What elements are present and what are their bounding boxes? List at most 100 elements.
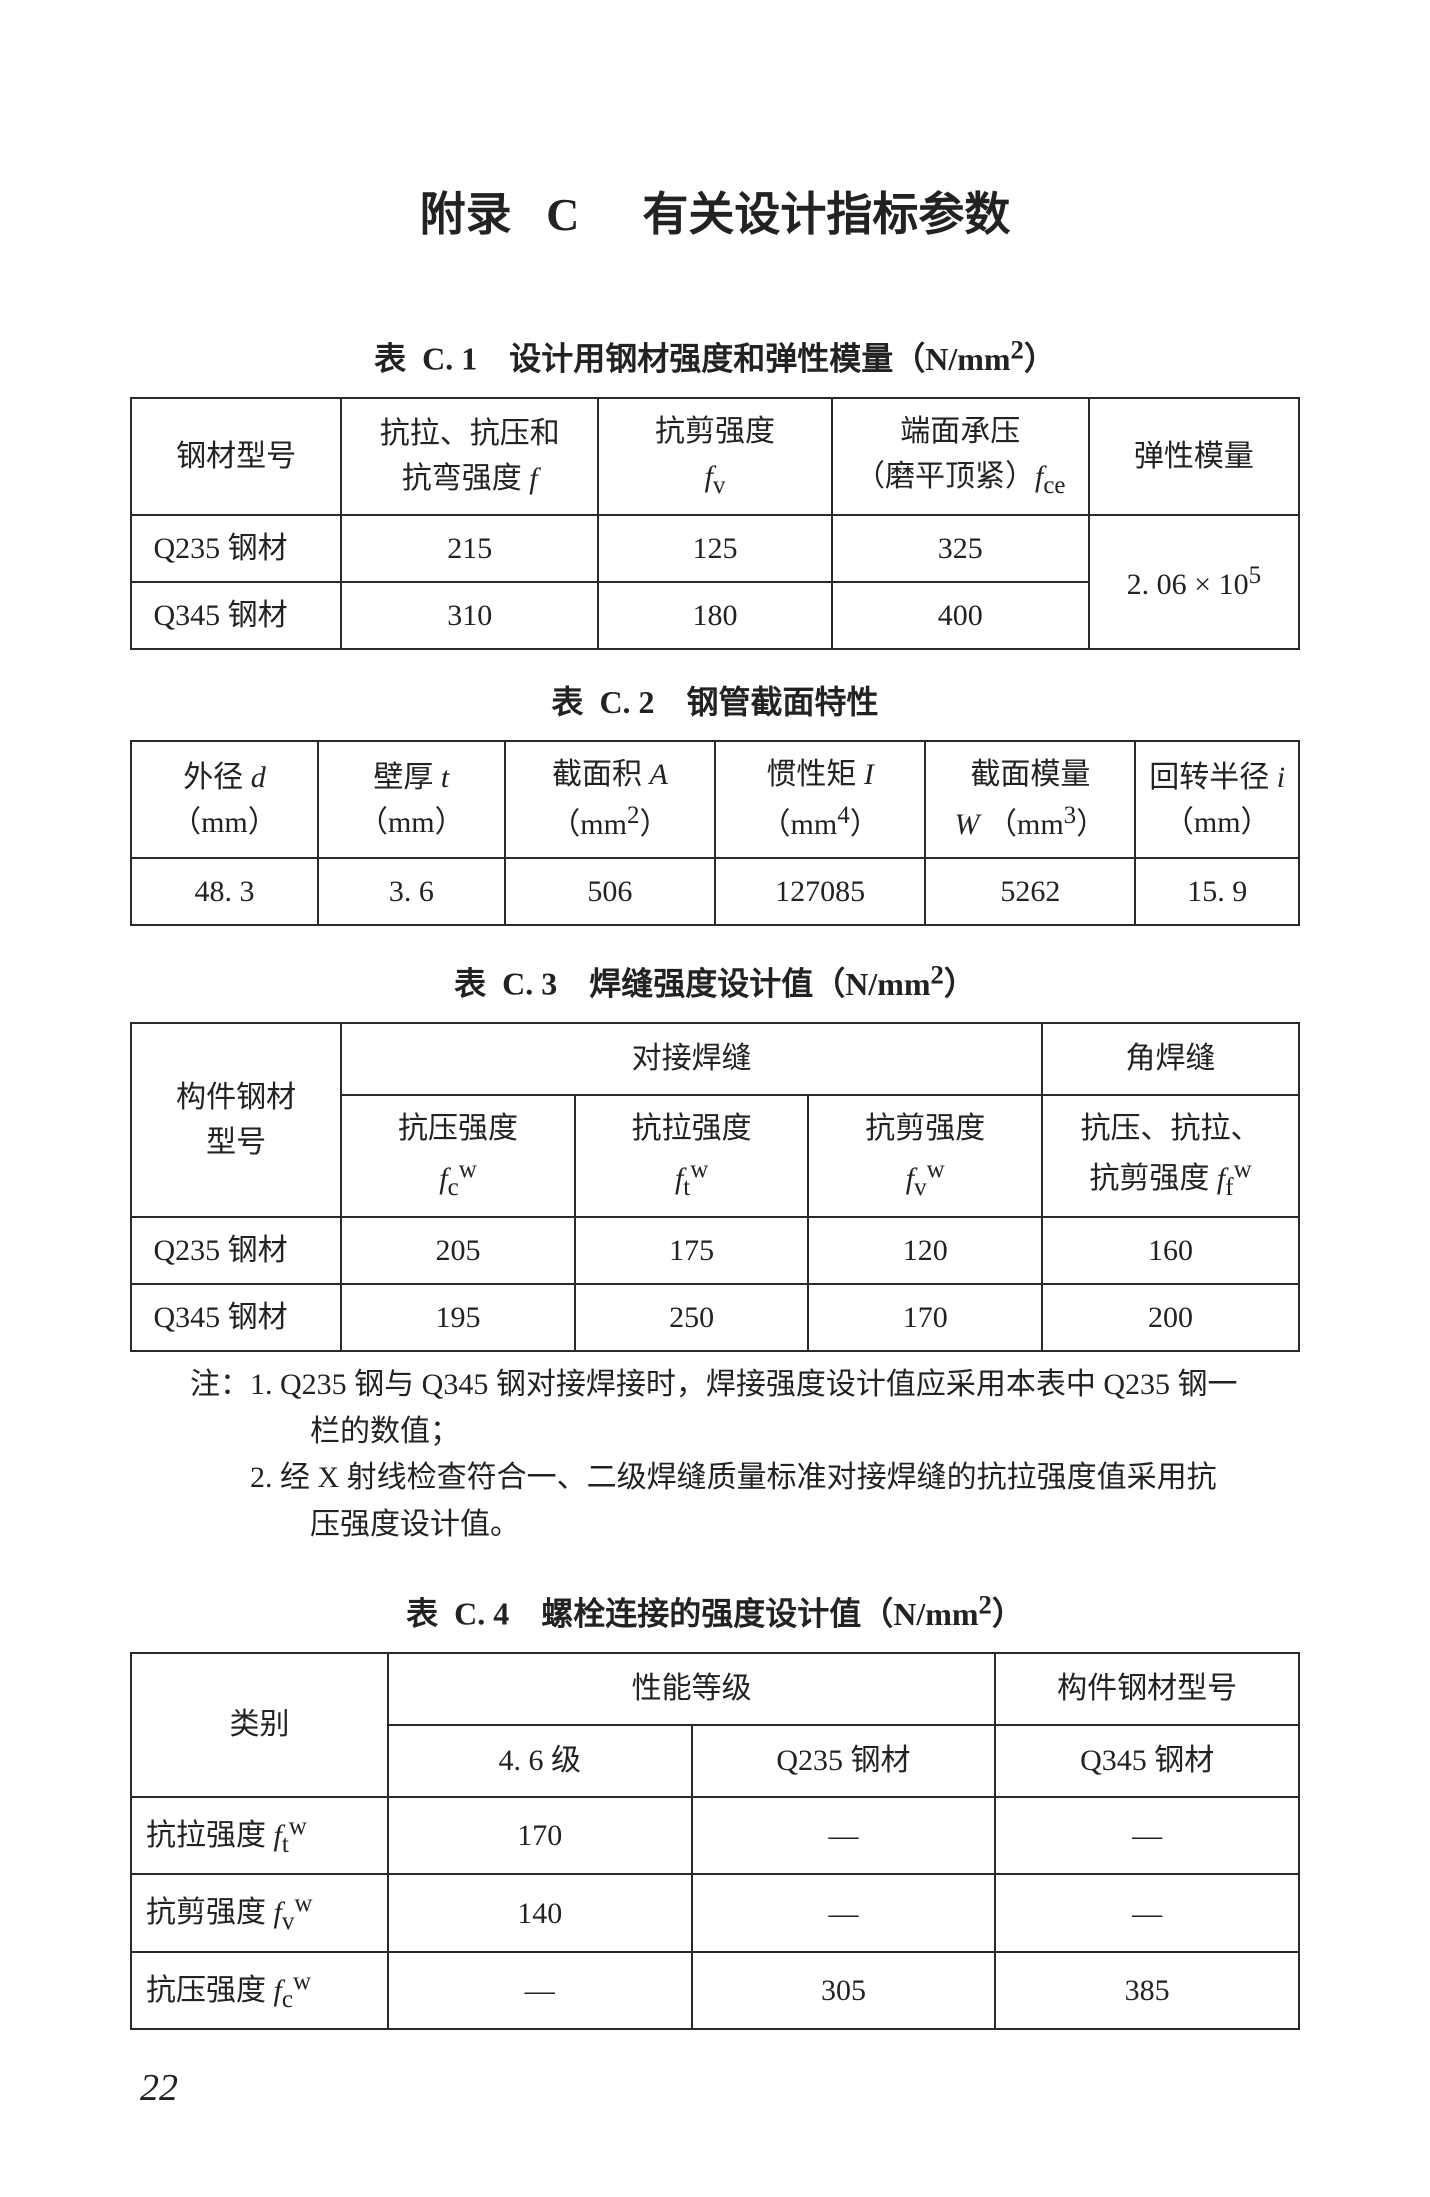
caption-close: ）	[1024, 341, 1056, 377]
table-c3-notes: 注：1. Q235 钢与 Q345 钢对接焊接时，焊接强度设计值应采用本表中 Q…	[190, 1362, 1300, 1548]
table-c3-row-1: Q345 钢材 195 250 170 200	[131, 1284, 1299, 1351]
caption-close: ）	[992, 1596, 1024, 1632]
c4r1v3: —	[995, 1874, 1299, 1952]
c2r0I: 127085	[715, 858, 925, 925]
c1h3: 抗剪强度 fv	[598, 398, 832, 516]
c4r1label: 抗剪强度 fvw	[131, 1874, 388, 1952]
table-c2-row-0: 48. 3 3. 6 506 127085 5262 15. 9	[131, 858, 1299, 925]
caption-unit: N/mm2	[845, 966, 944, 1002]
table-c4-row-0: 抗拉强度 ftw 170 — —	[131, 1797, 1299, 1875]
c2h1: 外径 d （mm）	[131, 741, 318, 858]
table-c2-header-row: 外径 d （mm） 壁厚 t （mm） 截面积 A （mm2） 惯性矩 I （m…	[131, 741, 1299, 858]
table-c3-caption: 表 C. 3 焊缝强度设计值（N/mm2）	[130, 954, 1300, 1008]
caption-title: 焊缝强度设计值（	[589, 966, 845, 1002]
c3r1v2: 250	[575, 1284, 809, 1351]
table-c4-caption: 表 C. 4 螺栓连接的强度设计值（N/mm2）	[130, 1584, 1300, 1638]
c1h2: 抗拉、抗压和 抗弯强度 f	[341, 398, 598, 516]
c4r2v2: 305	[692, 1952, 996, 2030]
c3r1v4: 200	[1042, 1284, 1299, 1351]
title-pre: 附录	[420, 189, 512, 240]
page-title: 附录 C 有关设计指标参数	[130, 180, 1300, 249]
c4r0v2: —	[692, 1797, 996, 1875]
c1r1v2: 310	[341, 582, 598, 649]
c3h-g1c3: 抗剪强度 fvw	[808, 1095, 1042, 1218]
caption-title: 螺栓连接的强度设计值（	[541, 1596, 893, 1632]
c2r0A: 506	[505, 858, 715, 925]
caption-title: 设计用钢材强度和弹性模量（	[509, 341, 925, 377]
c2h4: 惯性矩 I （mm4）	[715, 741, 925, 858]
c3r1v1: 195	[341, 1284, 575, 1351]
title-post: 有关设计指标参数	[642, 189, 1010, 240]
c4r2v3: 385	[995, 1952, 1299, 2030]
c4r1v2: —	[692, 1874, 996, 1952]
c3h-row: 构件钢材 型号	[131, 1023, 341, 1218]
table-c2-caption: 表 C. 2 钢管截面特性	[130, 678, 1300, 726]
c4h-group2: 构件钢材型号	[995, 1653, 1299, 1725]
c4r0label: 抗拉强度 ftw	[131, 1797, 388, 1875]
c2r0W: 5262	[925, 858, 1135, 925]
c4r0v1: 170	[388, 1797, 692, 1875]
caption-num: C. 3	[494, 966, 581, 1002]
page-number: 22	[140, 2060, 1300, 2117]
caption-num: C. 4	[446, 1596, 533, 1632]
c4h-group1: 性能等级	[388, 1653, 995, 1725]
table-c1-row-0: Q235 钢材 215 125 325 2. 06 × 105	[131, 515, 1299, 582]
c1r0v2: 215	[341, 515, 598, 582]
c3h-g1c1: 抗压强度 fcw	[341, 1095, 575, 1218]
caption-prefix: 表	[406, 1596, 438, 1632]
table-c1: 钢材型号 抗拉、抗压和 抗弯强度 f 抗剪强度 fv 端面承压 （磨平顶紧）fc…	[130, 397, 1300, 651]
c2r0t: 3. 6	[318, 858, 505, 925]
c2h5: 截面模量 W （mm3）	[925, 741, 1135, 858]
c1r1v4: 400	[832, 582, 1089, 649]
c4r0v3: —	[995, 1797, 1299, 1875]
c3h-group2: 角焊缝	[1042, 1023, 1299, 1095]
c3h-g1c2: 抗拉强度 ftw	[575, 1095, 809, 1218]
c3r0v1: 205	[341, 1217, 575, 1284]
title-letter: C	[546, 189, 579, 240]
c4h-sub2: Q235 钢材	[692, 1725, 996, 1797]
table-c4-row-1: 抗剪强度 fvw 140 — —	[131, 1874, 1299, 1952]
c2h6: 回转半径 i （mm）	[1135, 741, 1299, 858]
note-2-cont: 压强度设计值。	[190, 1502, 1260, 1549]
table-c4-row-2: 抗压强度 fcw — 305 385	[131, 1952, 1299, 2030]
c3r1name: Q345 钢材	[131, 1284, 341, 1351]
caption-prefix: 表	[374, 341, 406, 377]
c4h-sub1: 4. 6 级	[388, 1725, 692, 1797]
c2r0d: 48. 3	[131, 858, 318, 925]
note-1-cont: 栏的数值；	[190, 1409, 1260, 1456]
c2h3: 截面积 A （mm2）	[505, 741, 715, 858]
caption-unit: N/mm2	[925, 341, 1024, 377]
c1r0v4: 325	[832, 515, 1089, 582]
table-c3-row-0: Q235 钢材 205 175 120 160	[131, 1217, 1299, 1284]
c1h5: 弹性模量	[1089, 398, 1299, 516]
c1r1v3: 180	[598, 582, 832, 649]
c1h4: 端面承压 （磨平顶紧）fce	[832, 398, 1089, 516]
table-c4: 类别 性能等级 构件钢材型号 4. 6 级 Q235 钢材 Q345 钢材 抗拉…	[130, 1652, 1300, 2031]
caption-unit: N/mm2	[893, 1596, 992, 1632]
c4r1v1: 140	[388, 1874, 692, 1952]
c1r1name: Q345 钢材	[131, 582, 341, 649]
note-1: 注：1. Q235 钢与 Q345 钢对接焊接时，焊接强度设计值应采用本表中 Q…	[190, 1362, 1260, 1409]
table-c1-header-row: 钢材型号 抗拉、抗压和 抗弯强度 f 抗剪强度 fv 端面承压 （磨平顶紧）fc…	[131, 398, 1299, 516]
c3h-g2c1: 抗压、抗拉、 抗剪强度 ffw	[1042, 1095, 1299, 1218]
table-c4-header-row-1: 类别 性能等级 构件钢材型号	[131, 1653, 1299, 1725]
caption-close: ）	[944, 966, 976, 1002]
c3h-group1: 对接焊缝	[341, 1023, 1042, 1095]
c2r0i: 15. 9	[1135, 858, 1299, 925]
caption-title: 钢管截面特性	[687, 684, 879, 720]
c3r0name: Q235 钢材	[131, 1217, 341, 1284]
table-c3-header-row-1: 构件钢材 型号 对接焊缝 角焊缝	[131, 1023, 1299, 1095]
caption-prefix: 表	[551, 684, 583, 720]
caption-num: C. 2	[591, 684, 678, 720]
c3r0v3: 120	[808, 1217, 1042, 1284]
c4r2v1: —	[388, 1952, 692, 2030]
c1r0v3: 125	[598, 515, 832, 582]
note-2: 2. 经 X 射线检查符合一、二级焊缝质量标准对接焊缝的抗拉强度值采用抗	[190, 1455, 1260, 1502]
table-c3: 构件钢材 型号 对接焊缝 角焊缝 抗压强度 fcw 抗拉强度 ftw 抗剪强度 …	[130, 1022, 1300, 1353]
c1r0name: Q235 钢材	[131, 515, 341, 582]
c1-modulus: 2. 06 × 105	[1089, 515, 1299, 649]
c3r0v2: 175	[575, 1217, 809, 1284]
c4h-sub3: Q345 钢材	[995, 1725, 1299, 1797]
c3r1v3: 170	[808, 1284, 1042, 1351]
table-c1-caption: 表 C. 1 设计用钢材强度和弹性模量（N/mm2）	[130, 329, 1300, 383]
